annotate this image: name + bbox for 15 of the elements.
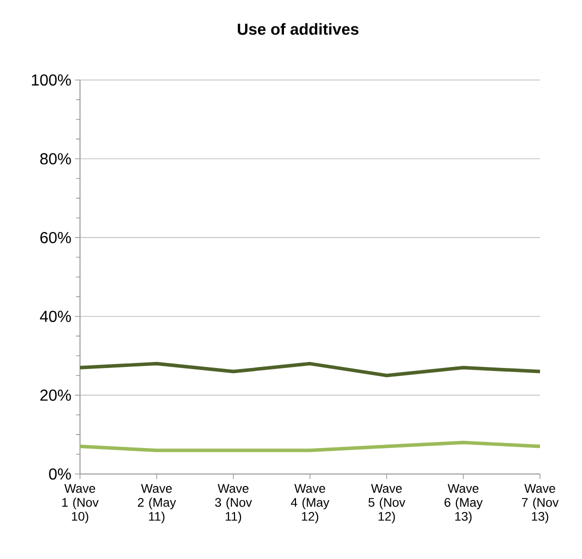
x-tick-label: Wave 5 (Nov 12)	[368, 484, 406, 524]
y-tick-label: 40%	[40, 310, 71, 322]
x-tick-label: Wave 1 (Nov 10)	[62, 484, 99, 524]
y-tick-label: 0%	[49, 468, 71, 480]
x-tick-label: Wave 3 (Nov 11)	[215, 484, 252, 524]
x-tick-label: Wave 6 (May 13)	[444, 484, 483, 524]
y-tick-label: 80%	[40, 153, 71, 164]
x-tick-label: Wave 4 (May 12)	[290, 484, 330, 524]
y-tick-label: 20%	[40, 390, 71, 401]
y-tick-label: 100%	[32, 74, 71, 86]
x-tick-label: Wave 7 (Nov 13)	[522, 484, 559, 524]
x-tick-label: Wave 2 (May 11)	[138, 484, 176, 524]
line-series	[78, 362, 542, 378]
y-tick-label: 60%	[40, 232, 71, 244]
chart-title: Use of additives	[238, 23, 358, 35]
